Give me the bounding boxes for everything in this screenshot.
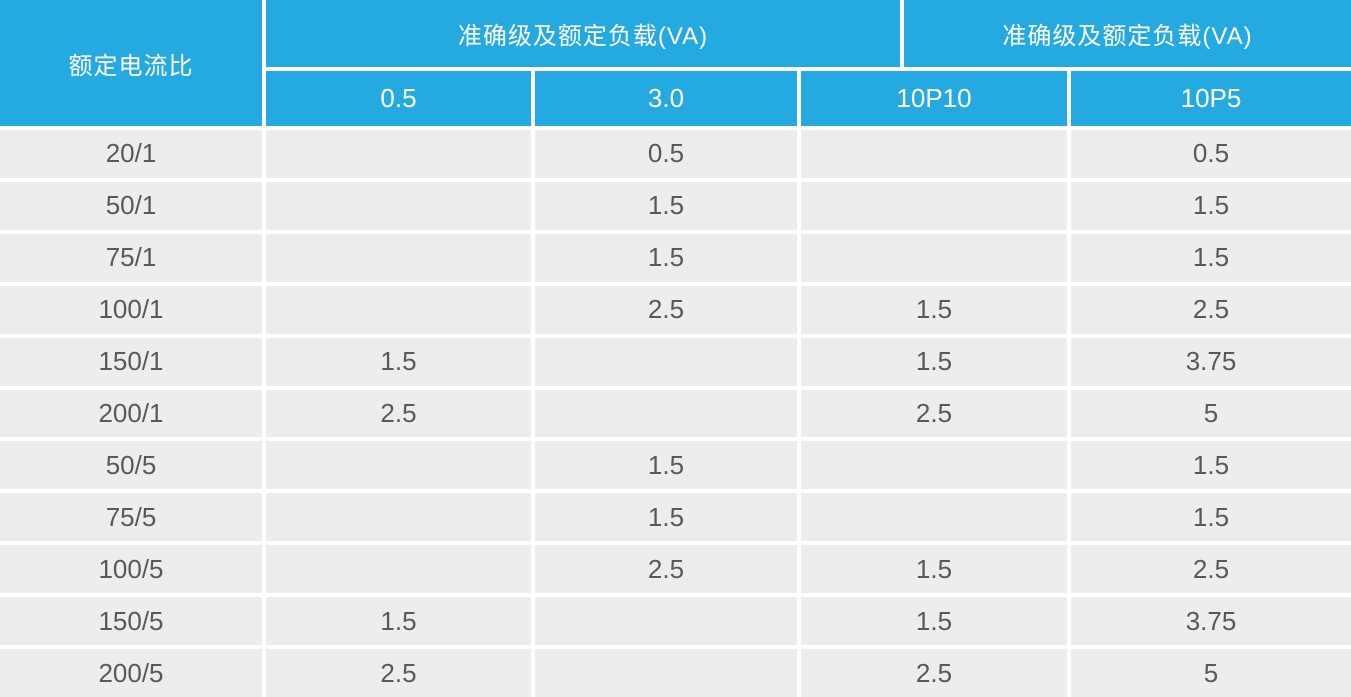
value-cell [535, 597, 797, 646]
value-cell: 1.5 [801, 285, 1067, 334]
value-cell: 2.5 [1071, 545, 1351, 594]
value-cell: 2.5 [535, 545, 797, 594]
value-cell [266, 181, 531, 230]
sub-header-class-10p5: 10P5 [1071, 71, 1351, 126]
value-cell: 1.5 [1071, 493, 1351, 542]
value-cell: 1.5 [1071, 181, 1351, 230]
value-cell: 0.5 [535, 130, 797, 178]
value-cell [266, 130, 531, 178]
ratio-cell: 100/1 [0, 285, 262, 334]
value-cell [801, 493, 1067, 542]
ratio-cell: 75/1 [0, 233, 262, 282]
table-body: 20/1 0.5 0.5 50/1 1.5 1.5 75/1 1.5 1.5 1… [0, 130, 1351, 697]
value-cell [801, 233, 1067, 282]
value-cell: 0.5 [1071, 130, 1351, 178]
value-cell: 5 [1071, 389, 1351, 438]
ratio-cell: 50/1 [0, 181, 262, 230]
value-cell [266, 493, 531, 542]
value-cell: 2.5 [1071, 285, 1351, 334]
value-cell: 1.5 [535, 441, 797, 490]
ratio-cell: 50/5 [0, 441, 262, 490]
value-cell: 1.5 [801, 337, 1067, 386]
value-cell [266, 285, 531, 334]
sub-header-class-3-0: 3.0 [535, 71, 797, 126]
value-cell: 3.75 [1071, 597, 1351, 646]
ratio-cell: 150/5 [0, 597, 262, 646]
value-cell: 1.5 [1071, 441, 1351, 490]
value-cell: 1.5 [266, 337, 531, 386]
table-row: 50/5 1.5 1.5 [0, 441, 1351, 490]
table-row: 100/1 2.5 1.5 2.5 [0, 285, 1351, 334]
ratio-cell: 20/1 [0, 130, 262, 178]
value-cell: 3.75 [1071, 337, 1351, 386]
table-row: 75/1 1.5 1.5 [0, 233, 1351, 282]
value-cell [266, 441, 531, 490]
value-cell [801, 181, 1067, 230]
value-cell: 1.5 [801, 597, 1067, 646]
ratio-cell: 75/5 [0, 493, 262, 542]
table-row: 200/1 2.5 2.5 5 [0, 389, 1351, 438]
value-cell [535, 337, 797, 386]
table-row: 150/5 1.5 1.5 3.75 [0, 597, 1351, 646]
value-cell [535, 389, 797, 438]
accuracy-load-group-header-1: 准确级及额定负载(VA) [266, 0, 900, 67]
value-cell [801, 130, 1067, 178]
value-cell [535, 649, 797, 697]
table-row: 150/1 1.5 1.5 3.75 [0, 337, 1351, 386]
table-header: 额定电流比 准确级及额定负载(VA) 准确级及额定负载(VA) 0.5 3.0 … [0, 0, 1351, 126]
value-cell [801, 441, 1067, 490]
table-row: 100/5 2.5 1.5 2.5 [0, 545, 1351, 594]
sub-header-class-0-5: 0.5 [266, 71, 531, 126]
rated-current-ratio-header: 额定电流比 [0, 0, 262, 126]
accuracy-load-group-header-2: 准确级及额定负载(VA) [904, 0, 1351, 67]
value-cell: 2.5 [266, 389, 531, 438]
value-cell [266, 233, 531, 282]
value-cell: 1.5 [535, 493, 797, 542]
value-cell: 1.5 [266, 597, 531, 646]
table-row: 20/1 0.5 0.5 [0, 130, 1351, 178]
ratio-cell: 100/5 [0, 545, 262, 594]
ratio-cell: 200/5 [0, 649, 262, 697]
value-cell: 1.5 [535, 181, 797, 230]
table-row: 75/5 1.5 1.5 [0, 493, 1351, 542]
sub-header-class-10p10: 10P10 [801, 71, 1067, 126]
value-cell: 1.5 [535, 233, 797, 282]
value-cell: 2.5 [801, 649, 1067, 697]
value-cell: 1.5 [1071, 233, 1351, 282]
ratio-cell: 150/1 [0, 337, 262, 386]
value-cell: 2.5 [801, 389, 1067, 438]
value-cell [266, 545, 531, 594]
value-cell: 2.5 [266, 649, 531, 697]
value-cell: 2.5 [535, 285, 797, 334]
table-row: 50/1 1.5 1.5 [0, 181, 1351, 230]
value-cell: 1.5 [801, 545, 1067, 594]
table-row: 200/5 2.5 2.5 5 [0, 649, 1351, 697]
ratio-cell: 200/1 [0, 389, 262, 438]
value-cell: 5 [1071, 649, 1351, 697]
